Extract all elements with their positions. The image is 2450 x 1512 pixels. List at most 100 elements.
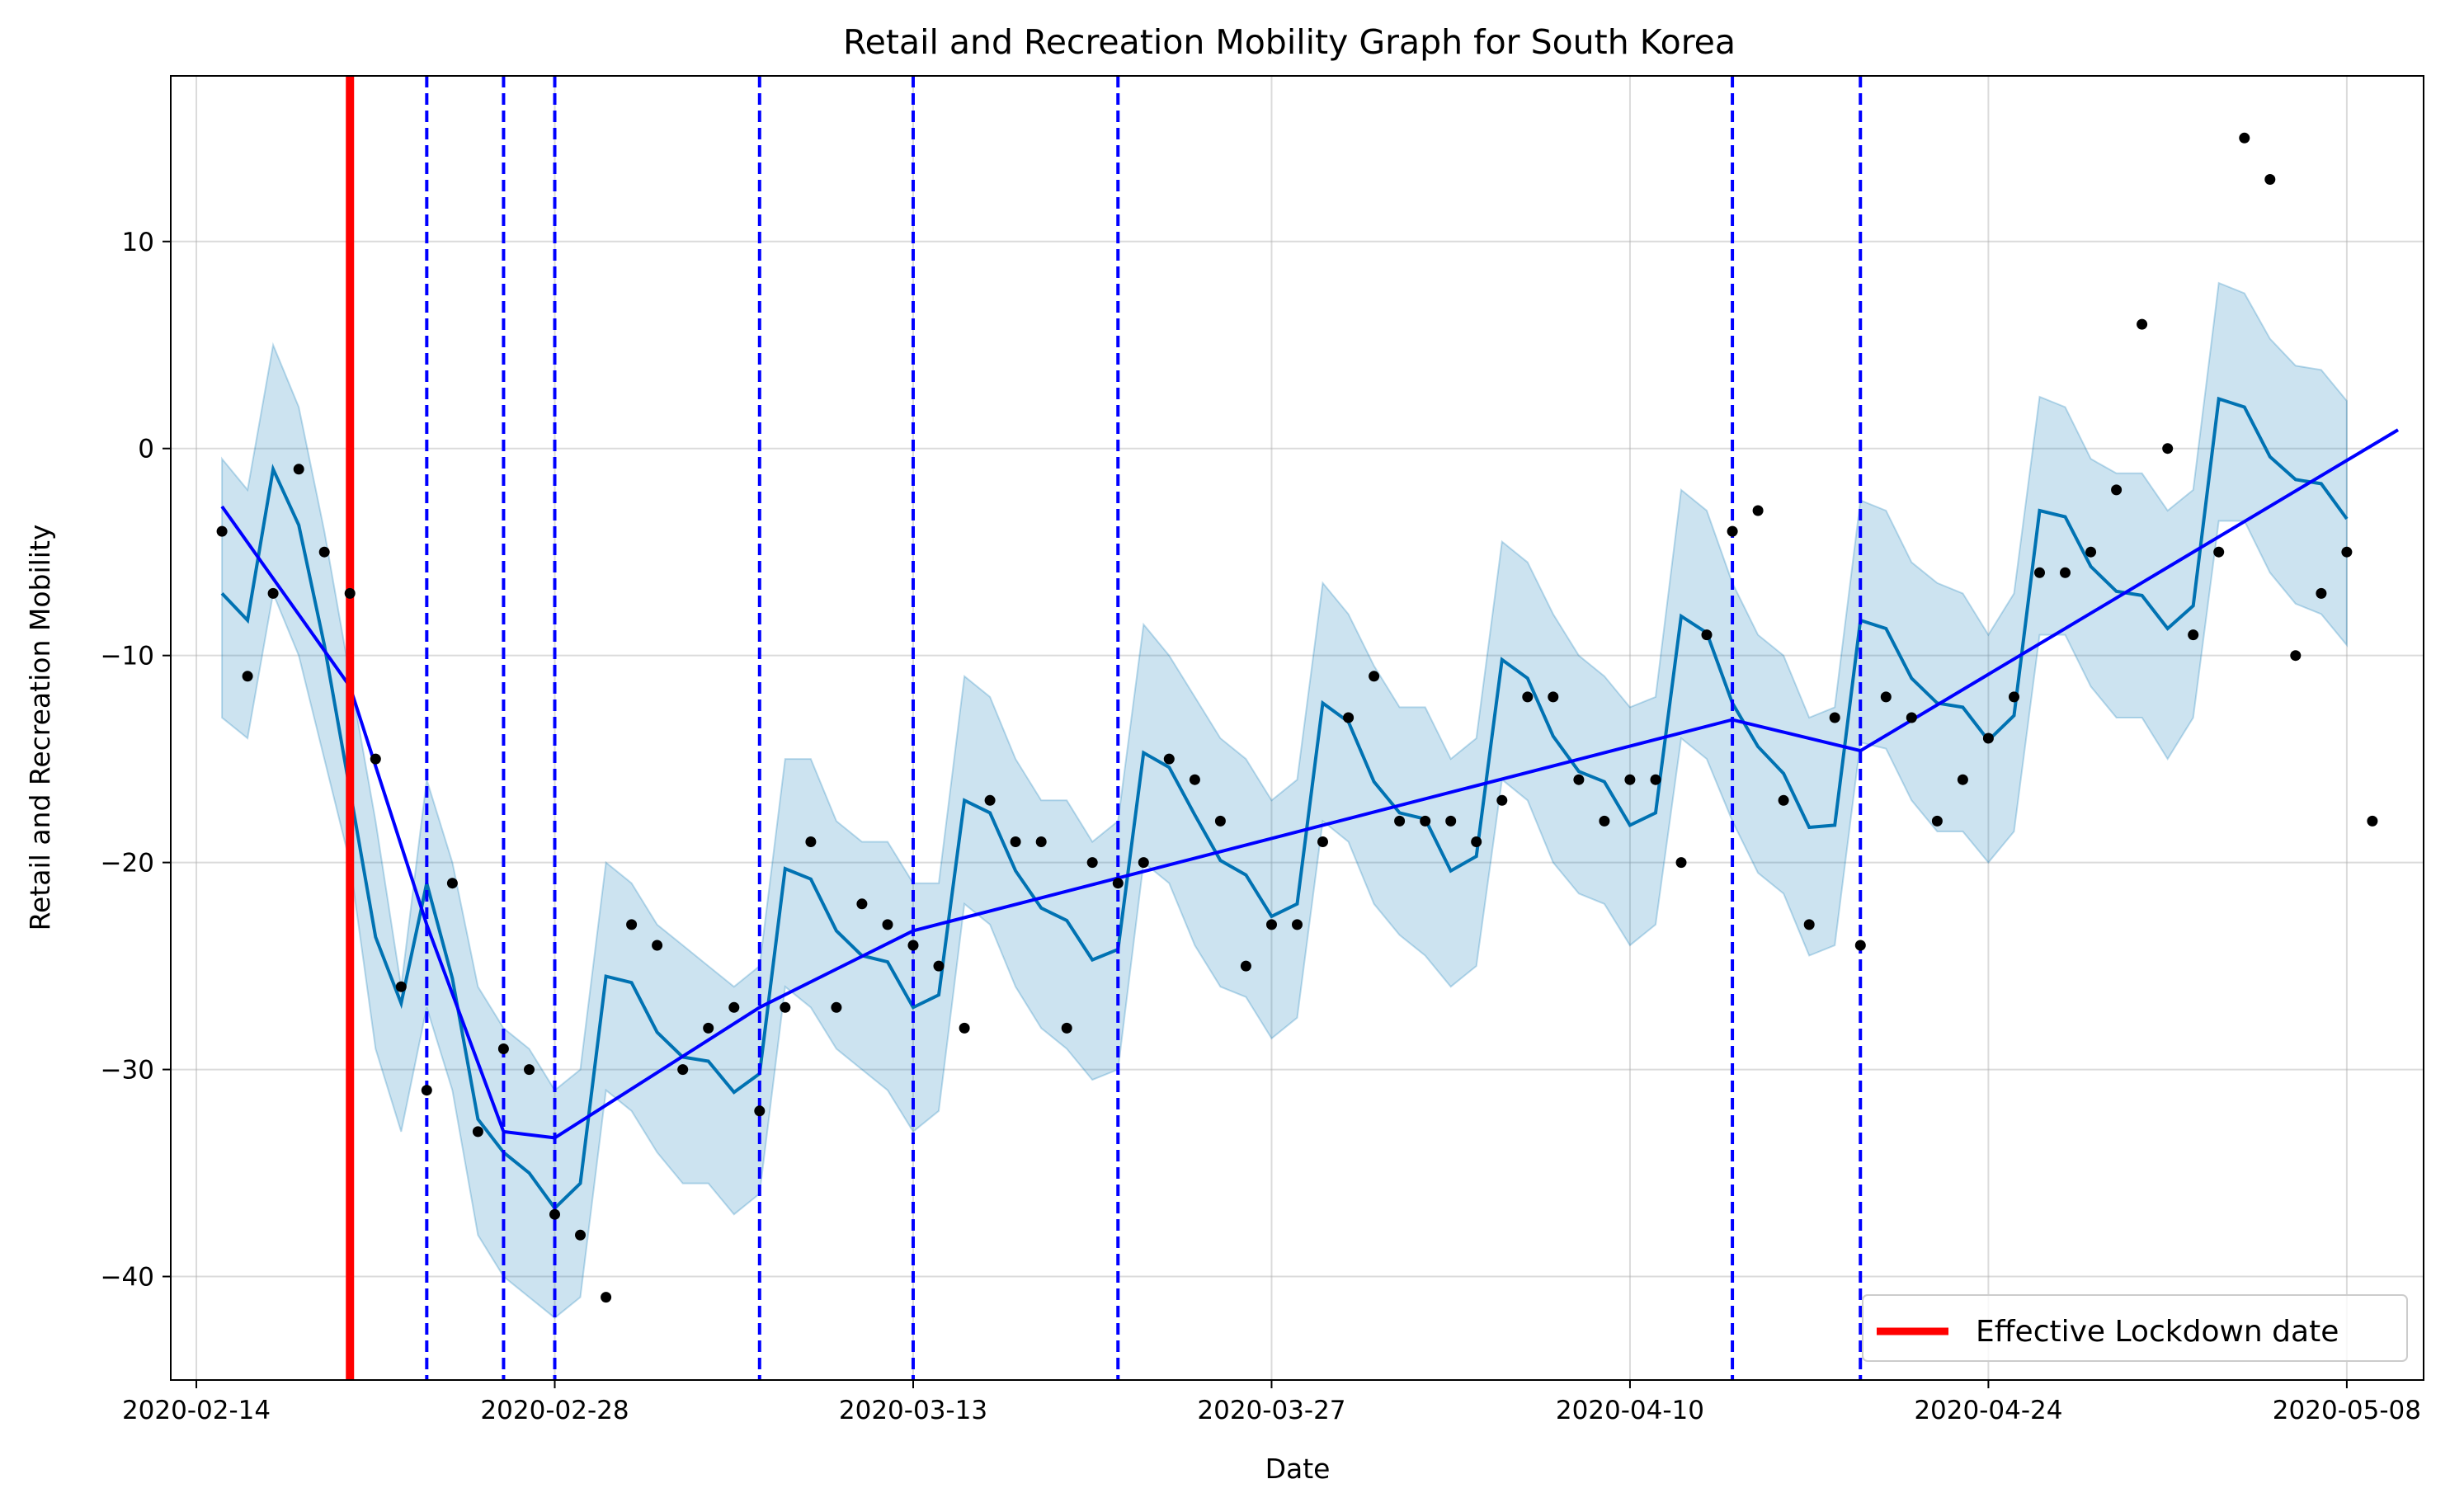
trend-series-line [220, 428, 2400, 1140]
observed-point [242, 671, 253, 682]
observed-point [1880, 691, 1892, 703]
legend: Effective Lockdown date [1862, 1294, 2408, 1362]
observed-point [1394, 815, 1406, 827]
changepoint-lines [425, 76, 1863, 1380]
observed-point [780, 1001, 791, 1013]
observed-point [1317, 836, 1328, 847]
observed-point [1624, 774, 1636, 785]
y-tick-label: 10 [122, 228, 154, 257]
observed-point [1573, 774, 1585, 785]
observed-point [2213, 546, 2225, 558]
observed-point [1420, 815, 1431, 827]
observed-point [626, 919, 638, 930]
y-tick-label: −40 [101, 1263, 154, 1293]
observed-point [1982, 732, 1994, 744]
y-axis-label: Retail and Recreation Mobility [24, 525, 56, 931]
observed-point [882, 919, 893, 930]
observed-point [1010, 836, 1021, 847]
y-tick-label: −20 [101, 849, 154, 878]
observed-point [2367, 815, 2378, 827]
observed-point [318, 546, 330, 558]
observed-point [1727, 525, 1738, 537]
x-tick-label: 2020-04-10 [1556, 1396, 1704, 1425]
observed-point [703, 1022, 714, 1034]
plot-frame [170, 75, 2424, 1381]
observed-point [472, 1126, 483, 1138]
uncertainty-band-area [221, 281, 2348, 1319]
observed-point [2264, 174, 2276, 185]
observed-point [1548, 691, 1559, 703]
observed-point [2290, 650, 2302, 662]
observed-point [1343, 712, 1355, 723]
observed-point [1931, 815, 1943, 827]
observed-point [1214, 815, 1226, 827]
observed-point [497, 1043, 509, 1054]
observed-point [1650, 774, 1661, 785]
observed-point [1675, 857, 1687, 869]
observed-point [1292, 919, 1303, 930]
axes [170, 75, 2424, 1381]
x-tick-label: 2020-02-14 [122, 1396, 271, 1425]
observed-point [293, 464, 304, 475]
observed-point [2316, 587, 2327, 599]
observed-point [1369, 671, 1380, 682]
chart-title: Retail and Recreation Mobility Graph for… [843, 22, 1736, 62]
x-tick-label: 2020-05-08 [2273, 1396, 2421, 1425]
y-tick-label: −10 [101, 642, 154, 671]
observed-point [907, 940, 919, 951]
observed-point [549, 1208, 560, 1220]
observed-point [1138, 857, 1149, 869]
observed-point [1778, 794, 1789, 806]
observed-point [933, 960, 945, 972]
observed-point [575, 1229, 586, 1241]
legend-box [1862, 1294, 2408, 1362]
observed-point [1035, 836, 1047, 847]
x-tick-label: 2020-03-27 [1197, 1396, 1345, 1425]
observed-point [2239, 132, 2250, 144]
observed-point [1445, 815, 1457, 827]
observed-points [216, 132, 2378, 1303]
observed-point [2009, 691, 2019, 703]
uncertainty-band [221, 281, 2348, 1319]
observed-point [267, 587, 279, 599]
observed-point [1829, 712, 1840, 723]
x-tick-label: 2020-02-28 [480, 1396, 629, 1425]
observed-point [370, 753, 381, 765]
observed-point [1599, 815, 1610, 827]
observed-point [1240, 960, 1251, 972]
observed-point [395, 981, 407, 992]
observed-point [1522, 691, 1534, 703]
observed-point [1061, 1022, 1072, 1034]
observed-point [524, 1064, 535, 1076]
observed-point [421, 1085, 432, 1096]
x-tick-label: 2020-03-13 [839, 1396, 987, 1425]
observed-point [652, 940, 663, 951]
observed-point [677, 1064, 689, 1076]
observed-point [1701, 629, 1713, 641]
observed-point [728, 1001, 740, 1013]
observed-point [984, 794, 996, 806]
observed-point [805, 836, 817, 847]
observed-point [2137, 318, 2148, 330]
observed-point [1957, 774, 1968, 785]
legend-lockdown-label: Effective Lockdown date [1976, 1315, 2339, 1349]
observed-point [446, 878, 458, 889]
observed-point [2341, 546, 2353, 558]
observed-point [2085, 546, 2097, 558]
y-tick-label: 0 [138, 435, 154, 464]
observed-point [2034, 567, 2045, 578]
observed-point [1752, 505, 1764, 516]
observed-point [959, 1022, 970, 1034]
observed-point [1496, 794, 1508, 806]
observed-point [856, 898, 868, 910]
y-tick-label: −30 [101, 1056, 154, 1086]
observed-point [1086, 857, 1098, 869]
x-axis-label: Date [1265, 1453, 1331, 1485]
x-axis-ticks: 2020-02-14 2020-02-28 2020-03-13 2020-03-27… [122, 1380, 2421, 1425]
observed-point [1266, 919, 1277, 930]
observed-point [2162, 443, 2174, 455]
observed-point [2060, 567, 2071, 578]
observed-point [1854, 940, 1866, 951]
